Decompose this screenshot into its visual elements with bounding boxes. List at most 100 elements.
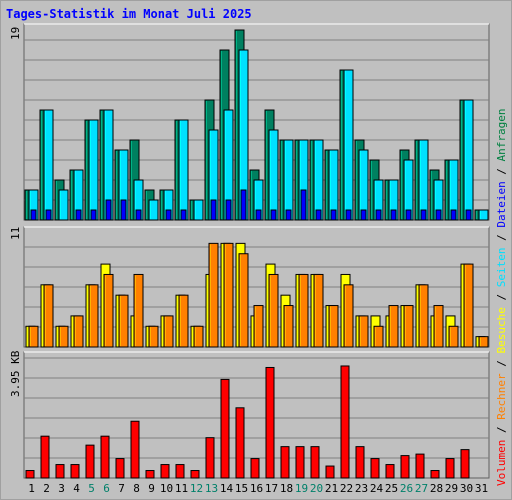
bar-dateien-day-17-body xyxy=(270,209,277,221)
bar-rechner-day-25 xyxy=(388,305,399,348)
bar-dateien-day-29 xyxy=(450,209,457,221)
bar-dateien-day-7 xyxy=(120,199,127,221)
bar-rechner-day-29 xyxy=(448,325,459,348)
bar-seiten-day-12-body xyxy=(193,199,204,221)
bar-rechner-day-1-body xyxy=(28,325,39,348)
bar-dateien-day-24-body xyxy=(375,209,382,221)
x-tick-label-day-8: 8 xyxy=(133,482,140,495)
x-tick-label-day-28: 28 xyxy=(429,482,444,495)
bar-dateien-day-14 xyxy=(225,199,232,221)
x-tick-label-day-23: 23 xyxy=(354,482,369,495)
bar-rechner-day-14 xyxy=(223,242,234,348)
x-tick-label-day-1: 1 xyxy=(28,482,35,495)
bar-volumen-day-20 xyxy=(310,446,320,479)
x-tick-label-day-5: 5 xyxy=(88,482,95,495)
bar-rechner-day-14-body xyxy=(223,242,234,348)
bar-dateien-day-13 xyxy=(210,199,217,221)
legend-separator: / xyxy=(495,227,508,248)
bar-seiten-day-20 xyxy=(313,139,324,221)
bar-rechner-day-15 xyxy=(238,253,249,348)
x-tick-label-day-24: 24 xyxy=(369,482,384,495)
bar-volumen-day-27 xyxy=(415,453,425,479)
legend-item-besuche: Besuche xyxy=(495,307,508,354)
bar-volumen-day-29 xyxy=(445,458,455,479)
bar-volumen-day-26-body xyxy=(400,455,410,479)
x-tick-label-day-14: 14 xyxy=(219,482,234,495)
bar-rechner-day-31-body xyxy=(478,336,489,348)
bar-volumen-day-4 xyxy=(70,464,80,479)
bar-dateien-day-4-body xyxy=(75,209,82,221)
bar-rechner-day-27 xyxy=(418,284,429,348)
bar-rechner-day-21-body xyxy=(328,305,339,348)
bar-dateien-day-6 xyxy=(105,199,112,221)
bar-rechner-day-21 xyxy=(328,305,339,348)
x-tick-label-day-12: 12 xyxy=(189,482,204,495)
bar-seiten-day-18 xyxy=(283,139,294,221)
bar-rechner-day-11-body xyxy=(178,294,189,348)
bar-volumen-day-28 xyxy=(430,470,440,479)
bar-dateien-day-11-body xyxy=(180,209,187,221)
x-tick-label-day-18: 18 xyxy=(279,482,294,495)
bar-dateien-day-21-body xyxy=(330,209,337,221)
bar-rechner-day-11 xyxy=(178,294,189,348)
x-axis-labels: 1 2 3 4 5 6 7 8 9 10 11 12 13 14 15 16 17 18 19 20 21 22 23 24 2… xyxy=(0,482,512,496)
bar-dateien-day-17 xyxy=(270,209,277,221)
bar-rechner-day-5-body xyxy=(88,284,99,348)
bar-volumen-day-21 xyxy=(325,465,335,479)
bar-seiten-day-17 xyxy=(268,129,279,221)
bar-dateien-day-27 xyxy=(420,209,427,221)
bar-dateien-day-8-body xyxy=(135,209,142,221)
x-tick-label-day-7: 7 xyxy=(118,482,125,495)
bar-dateien-day-30-body xyxy=(465,209,472,221)
bar-volumen-day-12-body xyxy=(190,470,200,479)
bar-dateien-day-15-body xyxy=(240,189,247,221)
bar-seiten-day-3 xyxy=(58,189,69,221)
bar-volumen-day-23 xyxy=(355,446,365,479)
bar-seiten-day-11 xyxy=(178,119,189,221)
bar-dateien-day-19-body xyxy=(300,189,307,221)
legend-item-dateien: Dateien xyxy=(495,181,508,228)
bar-dateien-day-25-body xyxy=(390,209,397,221)
bar-rechner-day-24-body xyxy=(373,325,384,348)
bar-dateien-day-16 xyxy=(255,209,262,221)
bar-seiten-day-3-body xyxy=(58,189,69,221)
bar-dateien-day-11 xyxy=(180,209,187,221)
bar-volumen-day-22-body xyxy=(340,365,350,479)
x-tick-label-day-3: 3 xyxy=(58,482,65,495)
bar-volumen-day-3 xyxy=(55,464,65,479)
bar-volumen-day-20-body xyxy=(310,446,320,479)
legend-item-anfragen: Anfragen xyxy=(495,108,508,162)
bar-dateien-day-10 xyxy=(165,209,172,221)
legend-item-volumen: Volumen xyxy=(495,439,508,486)
bar-dateien-day-1-body xyxy=(30,209,37,221)
bar-dateien-day-14-body xyxy=(225,199,232,221)
bar-rechner-day-30-body xyxy=(463,263,474,348)
bar-seiten-day-5 xyxy=(88,119,99,221)
x-tick-label-day-26: 26 xyxy=(399,482,414,495)
legend-separator: / xyxy=(495,353,508,374)
bar-volumen-day-9-body xyxy=(145,470,155,479)
bar-volumen-day-25-body xyxy=(385,464,395,479)
bar-volumen-day-15-body xyxy=(235,407,245,479)
bar-volumen-day-27-body xyxy=(415,453,425,479)
bar-rechner-day-2-body xyxy=(43,284,54,348)
x-tick-label-day-29: 29 xyxy=(444,482,459,495)
x-tick-label-day-11: 11 xyxy=(174,482,189,495)
x-tick-label-day-2: 2 xyxy=(43,482,50,495)
bar-volumen-day-8-body xyxy=(130,420,140,479)
bar-seiten-day-31-body xyxy=(478,209,489,221)
bar-dateien-day-26 xyxy=(405,209,412,221)
bar-rechner-day-7-body xyxy=(118,294,129,348)
bar-volumen-day-14 xyxy=(220,378,230,479)
bar-volumen-day-5-body xyxy=(85,444,95,479)
bar-seiten-day-31 xyxy=(478,209,489,221)
bar-rechner-day-28-body xyxy=(433,305,444,348)
x-tick-label-day-27: 27 xyxy=(414,482,429,495)
bar-dateien-day-20 xyxy=(315,209,322,221)
bar-rechner-day-16-body xyxy=(253,305,264,348)
legend: Volumen / Rechner / Besuche / Seiten / D… xyxy=(495,108,508,486)
bar-volumen-day-25 xyxy=(385,464,395,479)
bar-volumen-day-15 xyxy=(235,407,245,479)
bar-volumen-day-1 xyxy=(25,470,35,479)
bar-dateien-day-6-body xyxy=(105,199,112,221)
